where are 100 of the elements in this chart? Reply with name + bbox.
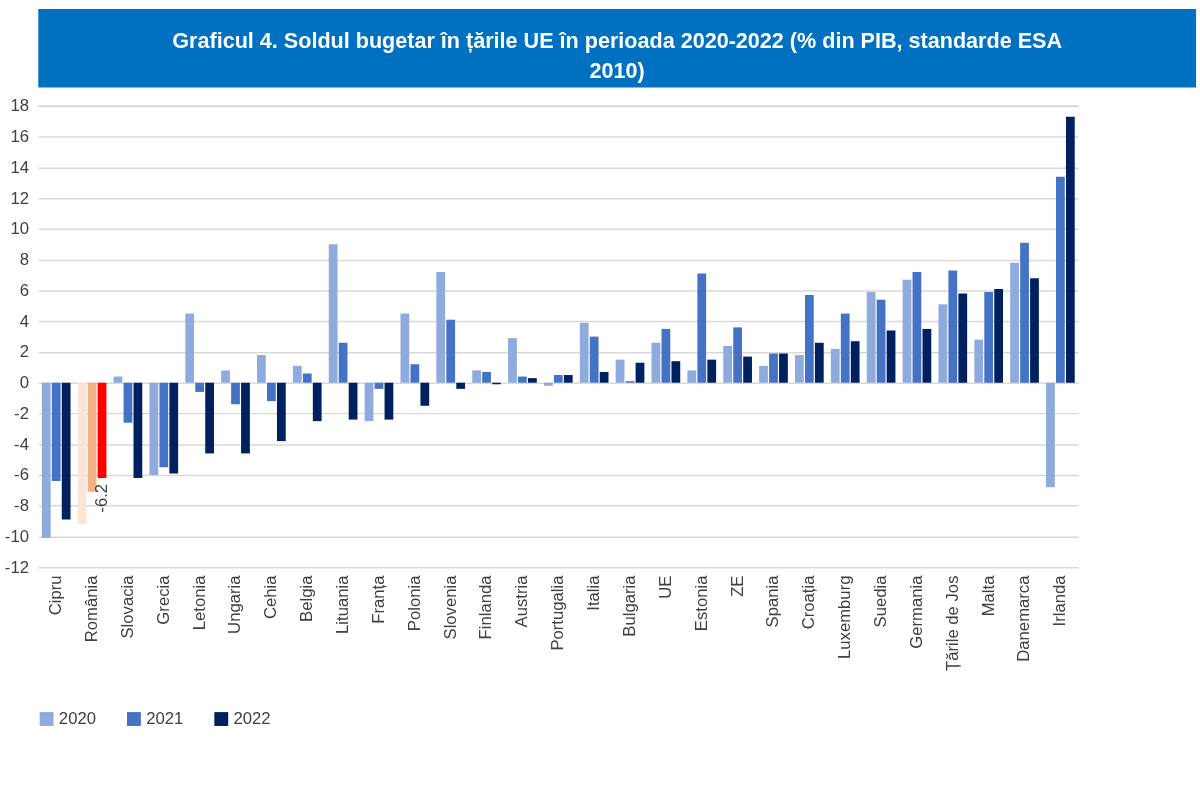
bar [51, 382, 61, 482]
y-tick-label: 10 [10, 219, 29, 239]
bar [866, 292, 876, 383]
y-tick-label: 4 [19, 311, 29, 331]
x-tick-label: Spania [763, 574, 783, 628]
bar [1030, 278, 1039, 383]
bar [615, 359, 625, 383]
bar [1046, 382, 1055, 488]
bar [149, 382, 159, 475]
x-tick-label: Cehia [261, 574, 281, 620]
bar [133, 382, 143, 479]
x-tick-label: Ungaria [225, 574, 245, 634]
bar [759, 365, 768, 383]
bar [958, 293, 968, 383]
y-tick-label: 2 [19, 342, 29, 362]
bar [902, 279, 912, 383]
bar [77, 382, 87, 525]
chart-title: Graficul 4. Soldul bugetar în țările UE în perioada 2020-2022 (% din PIB, standarde ESA 2010) [172, 28, 1063, 83]
bar [97, 382, 107, 479]
bar [707, 359, 717, 383]
bar [312, 382, 322, 422]
bar [795, 355, 804, 383]
x-tick-label: Slovacia [117, 574, 137, 639]
bar [994, 288, 1004, 383]
bar [1065, 116, 1075, 383]
bar [364, 382, 374, 422]
bar [292, 365, 302, 383]
y-tick-label: -2 [14, 403, 29, 423]
y-tick-label: 16 [10, 127, 29, 147]
bar [779, 353, 788, 383]
x-tick-label: Lituania [333, 574, 353, 634]
bar [948, 270, 958, 383]
x-tick-label: Bulgaria [619, 574, 639, 637]
bar [876, 299, 886, 383]
y-tick-label: -8 [14, 496, 29, 516]
y-tick-label: 8 [19, 250, 29, 270]
bar [195, 382, 205, 392]
bar [723, 345, 733, 383]
x-tick-label: Danemarca [1014, 574, 1034, 662]
bar [348, 382, 358, 420]
x-tick-label: Austria [512, 574, 532, 628]
bar [830, 348, 840, 383]
bar [671, 361, 681, 383]
bar [267, 382, 276, 402]
bar [456, 382, 466, 389]
bar [518, 376, 527, 383]
y-tick-label: -10 [4, 526, 29, 546]
bar [276, 382, 286, 442]
bar [1010, 262, 1019, 383]
x-tick-label: Luxemburg [835, 575, 855, 659]
bar [579, 322, 589, 383]
bar [159, 382, 169, 468]
x-tick-label: Slovenia [440, 574, 460, 640]
bar [840, 313, 850, 383]
bar [257, 355, 266, 383]
bar [231, 382, 240, 405]
x-tick-label: Grecia [153, 574, 173, 625]
bar [528, 378, 537, 383]
bar [41, 382, 51, 538]
bar [599, 371, 609, 383]
bar [922, 328, 932, 383]
bar [410, 364, 420, 383]
bar [733, 327, 742, 383]
bar [302, 373, 312, 383]
bar [61, 382, 71, 520]
bar [123, 382, 133, 423]
x-tick-label: Franța [368, 574, 388, 624]
x-tick-label: Cipru [46, 575, 66, 616]
bar [338, 342, 348, 383]
bar [553, 375, 563, 383]
bar [436, 272, 446, 383]
bar [912, 272, 922, 383]
y-tick-label: 6 [19, 280, 29, 300]
bar [743, 356, 752, 383]
x-tick-label: Irlanda [1050, 574, 1070, 627]
legend-label: 2021 [146, 708, 184, 728]
bar [850, 341, 860, 383]
bar [687, 370, 697, 383]
x-tick-label: ZE [727, 575, 747, 597]
bar [886, 330, 896, 383]
x-tick-label: Italia [584, 574, 604, 611]
bar [589, 336, 599, 383]
bar [938, 304, 948, 383]
bar [635, 362, 645, 383]
bar [1056, 176, 1065, 383]
bar [1020, 242, 1029, 383]
x-tick-label: Finlanda [476, 574, 496, 640]
bar [563, 375, 573, 383]
bar [221, 370, 230, 383]
bar [984, 292, 994, 383]
y-tick-label: 18 [10, 96, 29, 116]
data-label: -6.2 [91, 483, 111, 513]
bar [804, 295, 814, 383]
bar [508, 338, 517, 383]
bar [974, 339, 984, 383]
bar [384, 382, 394, 420]
y-tick-label: -4 [14, 434, 29, 454]
x-tick-label: UE [655, 575, 675, 599]
x-tick-label: Germania [906, 574, 926, 649]
bar [769, 353, 778, 383]
